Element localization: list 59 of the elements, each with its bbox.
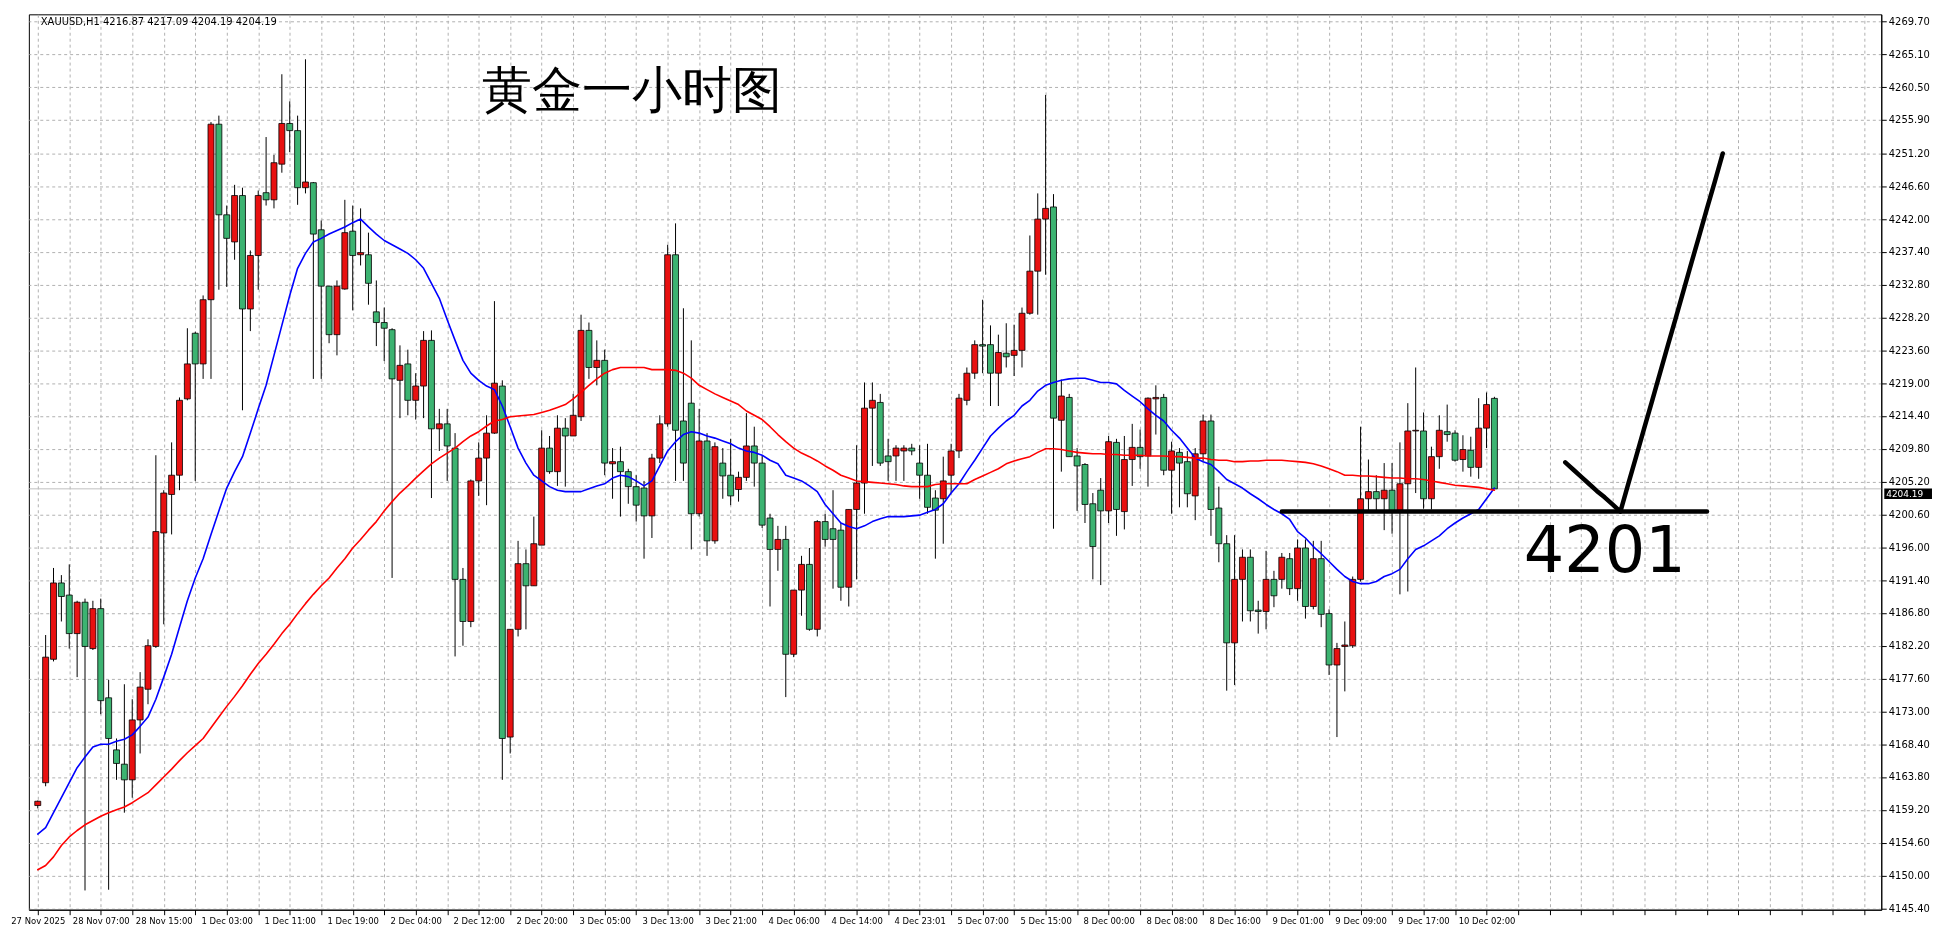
x-tick-label: 4 Dec 23:01	[894, 916, 946, 927]
y-tick-label: 4200.60	[1888, 508, 1930, 520]
y-tick-label: 4219.00	[1888, 377, 1930, 389]
y-tick-label: 4154.60	[1888, 837, 1930, 849]
y-tick-label: 4209.80	[1888, 443, 1930, 455]
y-tick-label: 4260.50	[1888, 81, 1930, 93]
y-tick-label: 4205.20	[1888, 476, 1930, 488]
x-tick-label: 3 Dec 21:00	[705, 916, 757, 927]
x-tick-label: 5 Dec 15:00	[1020, 916, 1072, 927]
y-tick-label: 4186.80	[1888, 607, 1930, 619]
y-tick-label: 4242.00	[1888, 213, 1930, 225]
x-tick-label: 9 Dec 01:00	[1272, 916, 1324, 927]
text: 黄金一小时图	[481, 60, 782, 119]
y-tick-label: 4168.40	[1888, 738, 1930, 750]
y-tick-label: 4232.80	[1888, 279, 1930, 291]
y-tick-label: 4246.60	[1888, 180, 1930, 192]
x-tick-label: 10 Dec 02:00	[1458, 916, 1516, 927]
y-tick-label: 4191.40	[1888, 574, 1930, 586]
line-series	[36, 366, 1496, 871]
y-tick-label: 4251.20	[1888, 147, 1930, 159]
x-tick-label: 1 Dec 03:00	[201, 916, 253, 927]
x-tick-label: 1 Dec 11:00	[264, 916, 316, 927]
x-tick-label: 8 Dec 08:00	[1146, 916, 1198, 927]
x-tick-label: 8 Dec 00:00	[1083, 916, 1135, 927]
y-tick-label: 4173.00	[1888, 705, 1930, 717]
x-tick-label: 5 Dec 07:00	[957, 916, 1009, 927]
x-tick-label: 9 Dec 17:00	[1398, 916, 1450, 927]
y-tick-label: 4196.00	[1888, 541, 1930, 553]
y-tick-label: 4255.90	[1888, 114, 1930, 126]
y-tick-label: 4182.20	[1888, 640, 1930, 652]
ref-line-label: 4204.19	[1886, 488, 1924, 499]
x-tick-label: 28 Nov 07:00	[72, 916, 130, 927]
y-tick-label: 4228.20	[1888, 312, 1930, 324]
y-tick-label: 4150.00	[1888, 869, 1930, 881]
x-tick-label: 3 Dec 13:00	[642, 916, 694, 927]
x-tick-label: 4 Dec 06:00	[768, 916, 820, 927]
x-tick-label: 27 Nov 2025	[11, 916, 66, 927]
y-tick-label: 4159.20	[1888, 804, 1930, 816]
candlestick	[113, 737, 120, 781]
x-tick-label: 2 Dec 04:00	[390, 916, 442, 927]
y-tick-label: 4177.60	[1888, 673, 1930, 685]
x-tick-label: 9 Dec 09:00	[1335, 916, 1387, 927]
x-tick-label: 4 Dec 14:00	[831, 916, 883, 927]
y-tick-label: 4269.70	[1888, 15, 1930, 27]
x-tick-label: 8 Dec 16:00	[1209, 916, 1261, 927]
x-tick-label: 2 Dec 20:00	[516, 916, 568, 927]
y-tick-label: 4145.40	[1888, 902, 1930, 914]
x-tick-label: 2 Dec 12:00	[453, 916, 505, 927]
x-tick-label: 3 Dec 05:00	[579, 916, 631, 927]
annotation: 4201	[1523, 513, 1686, 588]
y-tick-label: 4223.60	[1888, 344, 1930, 356]
x-tick-label: 1 Dec 19:00	[327, 916, 379, 927]
y-tick-label: 4214.40	[1888, 410, 1930, 422]
annotation: XAUUSD,H1 4216.87 4217.09 4204.19 4204.19	[40, 16, 277, 28]
y-tick-label: 4237.40	[1888, 246, 1930, 258]
y-tick-label: 4265.10	[1888, 48, 1930, 60]
x-tick-label: 28 Nov 15:00	[135, 916, 193, 927]
line-series	[36, 218, 1496, 835]
y-tick-label: 4163.80	[1888, 771, 1930, 783]
